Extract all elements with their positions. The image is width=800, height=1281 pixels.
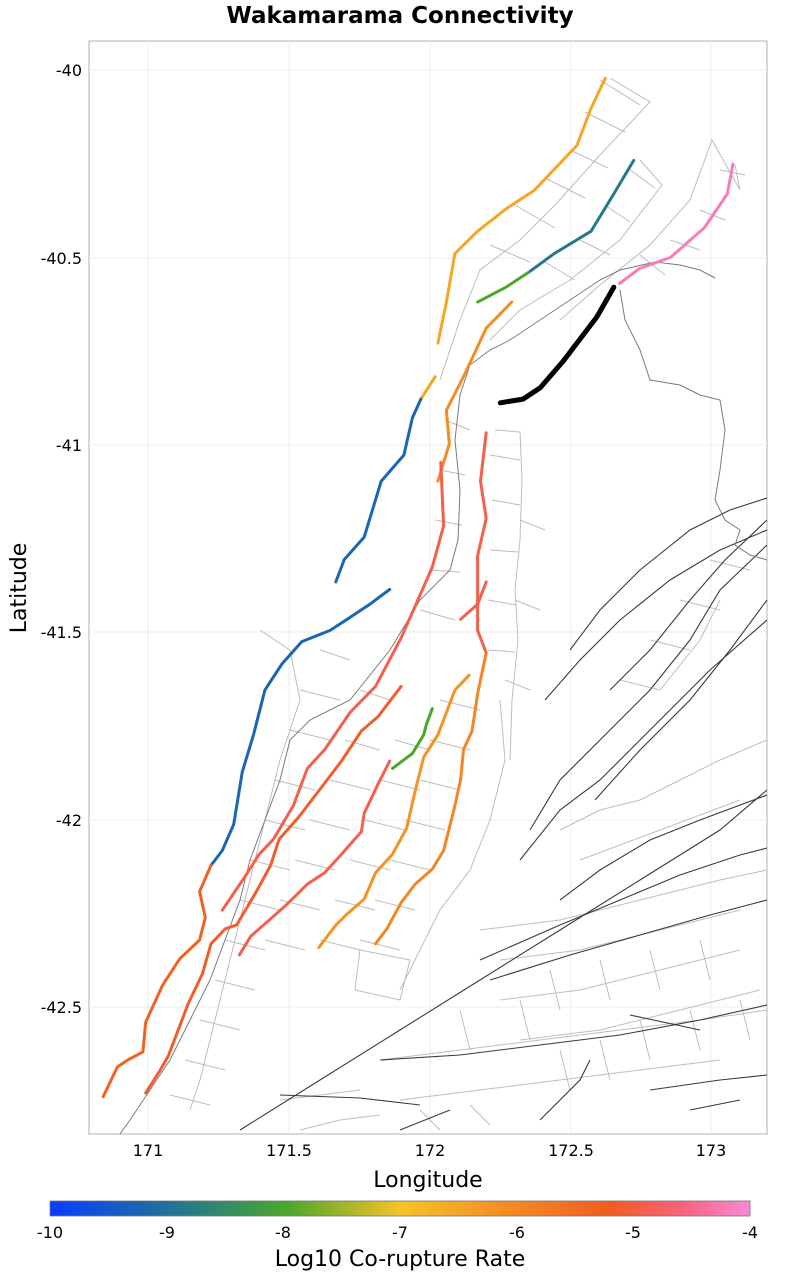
colorbar-tick-label: -4: [742, 1223, 758, 1242]
corupture-section: [209, 587, 392, 867]
corupture-section: [144, 684, 403, 1095]
colorbar: [49, 1200, 751, 1217]
y-tick-label: -41: [56, 436, 82, 455]
x-axis-ticks: 171 171.5 172 172.5 173: [133, 1141, 727, 1160]
corupture-section: [476, 431, 488, 655]
x-tick-label: 173: [696, 1141, 727, 1160]
map-title: Wakamarama Connectivity: [226, 3, 573, 29]
corupture-section: [374, 651, 488, 946]
colorbar-tick-label: -9: [159, 1223, 175, 1242]
corupture-section: [237, 759, 392, 957]
coastline: [119, 261, 767, 1134]
colorbar-ticks: -10 -9 -8 -7 -6 -5 -4: [37, 1223, 758, 1242]
x-tick-label: 171: [133, 1141, 164, 1160]
x-tick-label: 172.5: [548, 1141, 594, 1160]
wakamarama-trace: [497, 284, 617, 406]
corupture-section: [618, 162, 735, 285]
x-tick-label: 172: [415, 1141, 446, 1160]
colorbar-tick-label: -8: [275, 1223, 291, 1242]
y-tick-label: -40.5: [41, 249, 82, 268]
plot-frame: [88, 40, 768, 1135]
corupture-section-traces: [101, 76, 735, 1099]
corupture-section: [101, 863, 213, 1099]
y-axis-ticks: -40 -40.5 -41 -41.5 -42 -42.5: [41, 61, 82, 1017]
fault-surface-mesh: [169, 77, 767, 1131]
y-tick-label: -41.5: [41, 623, 82, 642]
corupture-section: [476, 270, 531, 304]
colorbar-label: Log10 Co-rupture Rate: [275, 1247, 526, 1272]
colorbar-tick-label: -5: [625, 1223, 641, 1242]
corupture-section: [527, 158, 636, 274]
grid-lines: [89, 41, 767, 1134]
colorbar-tick-label: -7: [392, 1223, 408, 1242]
corupture-section: [334, 397, 423, 584]
y-tick-label: -40: [56, 61, 82, 80]
y-tick-label: -42: [56, 811, 82, 830]
regional-fault-traces: [239, 497, 767, 1131]
corupture-section: [220, 461, 446, 912]
corupture-section: [459, 580, 488, 621]
corupture-section: [436, 300, 514, 483]
x-axis-label: Longitude: [373, 1168, 482, 1193]
corupture-section: [419, 375, 437, 401]
y-tick-label: -42.5: [41, 998, 82, 1017]
colorbar-tick-label: -10: [37, 1223, 63, 1242]
corupture-section: [436, 76, 607, 345]
wakamarama-fault-trace: [497, 284, 617, 406]
corupture-section: [391, 707, 434, 770]
corupture-section: [317, 673, 471, 949]
x-tick-label: 171.5: [266, 1141, 312, 1160]
colorbar-tick-label: -6: [509, 1223, 525, 1242]
y-axis-label: Latitude: [7, 543, 32, 634]
